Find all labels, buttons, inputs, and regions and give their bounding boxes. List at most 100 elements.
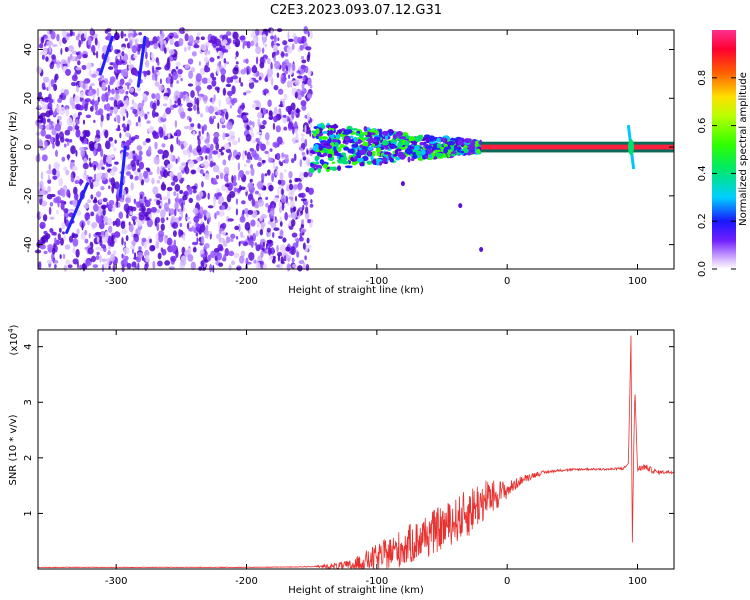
spectrogram-cell [266,227,271,233]
spectrogram-cell [268,184,274,192]
spectrogram-cell [213,94,216,102]
spectrogram-cell [133,54,138,59]
spectrogram-cell [261,159,266,164]
spectrogram-cell [291,257,295,263]
spectrogram-cell [132,108,138,115]
spectrogram-cell [143,212,149,218]
spectrogram-cell [432,143,438,150]
spectrogram-cell [107,84,111,92]
spectrogram-cell [58,177,64,187]
spectrogram-cell [259,56,265,65]
spectrogram-cell [50,61,55,65]
spectrogram-cell [196,110,201,115]
spectrogram-cell [229,191,236,199]
spectrogram-y-tick-label: -40 [23,236,34,252]
spectrogram-cell [204,230,209,239]
spectrogram-cell [158,126,163,134]
spectrogram-cell [159,30,163,35]
spectrogram-cell [280,194,287,204]
spectrogram-cell [220,238,224,244]
spectrogram-cell [251,149,257,158]
spectrogram-cell [250,167,255,177]
spectrogram-cell [166,237,173,246]
spectrogram-cell [113,147,117,152]
spectrogram-cell [172,71,179,81]
spectrogram-cell [411,154,418,160]
spectrogram-cell [179,111,186,120]
spectrogram-cell [115,128,121,132]
spectrogram-cell [248,78,254,84]
spectrogram-cell [202,124,208,131]
spectrogram-cell [218,99,221,108]
spectrogram-cell [109,106,114,110]
spectrogram-cell [321,124,326,130]
spectrogram-cell [284,156,289,164]
spectrogram-cell [142,93,147,98]
spectrogram-cell [169,171,174,177]
spectrogram-cell [189,117,192,123]
spectrogram-cell [125,90,129,95]
spectrogram-cell [263,263,267,270]
spectrogram-cell [196,156,202,162]
snr-y-tick-label: 1 [23,510,34,516]
spectrogram-cell [104,221,109,226]
spectrogram-cell [72,124,75,132]
spectrogram-cell [178,165,184,171]
spectrogram-cell [200,113,204,118]
spectrogram-cell [305,46,312,51]
spectrogram-cell [329,129,334,135]
spectrogram-cell [217,152,221,159]
spectrogram-cell [246,124,250,131]
spectrogram-cell [177,68,183,75]
spectrogram-cell [108,244,111,250]
spectrogram-cell [154,112,159,117]
spectrogram-cell [224,61,230,65]
spectrogram-cell [392,154,398,157]
spectrogram-cell [216,233,222,240]
spectrogram-cell [307,68,312,77]
spectrogram-cell [182,94,186,102]
spectrogram-cell [151,109,156,118]
spectrogram-spike-core [627,139,634,156]
spectrogram-cell [279,172,284,181]
spectrogram-cell [269,215,275,219]
spectrogram-cell [52,247,56,255]
spectrogram-cell [217,243,224,251]
spectrogram-cell [126,110,129,119]
spectrogram-cell [103,216,109,223]
spectrogram-cell [155,240,160,249]
spectrogram-cell [298,259,305,265]
spectrogram-cell [235,198,239,205]
spectrogram-cell [38,140,44,148]
spectrogram-cell [327,138,332,144]
spectrogram-cell [110,253,116,262]
spectrogram-cell [194,43,198,48]
spectrogram-cell [314,155,320,161]
spectrogram-cell [64,216,67,224]
spectrogram-cell [64,46,69,53]
spectrogram-cell [60,59,67,65]
spectrogram-cell [43,250,48,255]
spectrogram-cell [151,93,156,99]
spectrogram-cell [121,50,125,57]
spectrogram-cell [68,138,73,143]
spectrogram-cell [297,265,303,272]
spectrogram-cell [130,159,136,168]
spectrogram-cell [305,157,311,167]
spectrogram-cell [267,99,272,108]
spectrogram-cell [198,95,202,102]
spectrogram-cell [138,150,143,156]
spectrogram-cell [71,74,78,82]
spectrogram-cell [249,178,253,183]
snr-frame [37,329,675,570]
spectrogram-cell [252,64,257,71]
spectrogram-cell [158,175,163,180]
spectrogram-cell [312,145,318,152]
spectrogram-cell [233,187,238,193]
spectrogram-cell [107,204,113,210]
spectrogram-cell [120,30,124,39]
spectrogram-cell [422,153,427,160]
spectrogram-cell [135,122,139,127]
spectrogram-cell [65,68,71,76]
spectrogram-cell [419,141,425,146]
